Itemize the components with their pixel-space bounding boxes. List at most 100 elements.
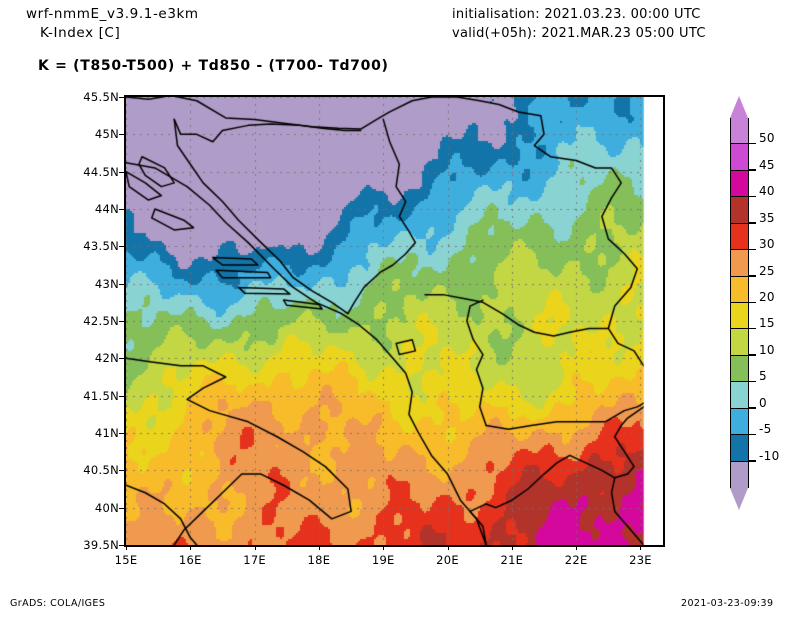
header-left-block: wrf-nmmE_v3.9.1-e3km K-Index [C] [26,5,199,43]
latitude-tick-label: 42N [94,351,119,366]
colorbar-separator [730,328,749,330]
latitude-tick-mark [119,283,124,285]
longitude-tick-label: 23E [629,553,652,567]
latitude-tick-label: 43.5N [83,239,119,254]
k-index-formula: K = (T850-T500) + Td850 - (T700- Td700) [38,58,389,74]
colorbar-below-min-arrow [730,488,748,510]
longitude-tick-mark [190,545,192,550]
latitude-tick-label: 43N [94,276,119,291]
longitude-tick-mark [318,545,320,550]
colorbar-tick-mark [749,460,756,462]
colorbar-band [730,355,749,383]
latitude-tick-label: 45N [94,127,119,142]
latitude-tick-label: 41N [94,426,119,440]
colorbar-separator [730,354,749,356]
colorbar-tick-label: 30 [759,237,775,252]
colorbar-tick-mark [749,301,756,303]
longitude-tick-label: 15E [114,553,138,567]
longitude-tick-mark [254,545,256,550]
footer-timestamp: 2021-03-23-09:39 [681,598,774,609]
longitude-tick-mark [511,545,513,550]
colorbar-separator [730,381,749,383]
longitude-tick-label: 22E [564,553,588,567]
latitude-tick-mark [119,134,124,136]
latitude-tick-mark [119,470,124,472]
field-name: K-Index [C] [40,25,121,41]
colorbar-tick-label: 25 [759,263,775,278]
colorbar-tick-label: 5 [759,369,767,384]
colorbar-separator [730,434,749,436]
colorbar-band [730,303,749,330]
colorbar-tick-label: 20 [759,290,775,304]
latitude-tick-label: 45.5N [83,90,119,104]
latitude-tick-mark [119,545,124,546]
latitude-axis: 39.5N 40N 40.5N 41N 41.5N 42N 42.5N 43N 43.5N 44N… [62,90,124,552]
valid-time: valid(+05h): 2021.MAR.23 05:00 UTC [452,26,706,41]
colorbar-tick-label: -5 [759,422,772,437]
colorbar-band [730,276,749,303]
header-right-block: initialisation: 2021.03.23. 00:00 UTC va… [452,5,706,43]
colorbar-band [730,170,749,198]
longitude-tick-mark [576,545,578,550]
colorbar-band [730,461,749,488]
latitude-tick-label: 41.5N [83,388,119,403]
colorbar-above-max-arrow [730,96,748,118]
latitude-tick-mark [119,171,124,173]
colorbar-tick-mark [749,380,756,383]
colorbar-band [730,435,749,462]
latitude-tick-label: 40N [94,500,119,515]
longitude-tick-mark [383,545,385,550]
colorbar-legend: -10 -5 0 5 10 15 20 25 30 35 40 45 50 [730,96,779,510]
longitude-tick-mark [640,545,642,550]
colorbar-band [730,144,749,171]
colorbar-band [730,408,749,436]
latitude-tick-mark [119,321,124,322]
colorbar-separator [730,169,749,171]
colorbar-separator [730,460,749,462]
colorbar-separator [730,275,749,277]
initialisation-time: initialisation: 2021.03.23. 00:00 UTC [452,7,701,22]
longitude-tick-label: 20E [436,553,459,567]
longitude-tick-label: 18E [307,553,331,567]
colorbar-separator [730,143,749,145]
colorbar-tick-label: 45 [759,157,775,172]
colorbar-tick-mark [749,248,756,251]
latitude-tick-label: 44N [94,202,119,216]
colorbar-band [730,223,749,251]
colorbar-tick-mark [749,195,756,198]
footer-producer: GrADS: COLA/IGES [10,598,106,609]
colorbar-separator [730,302,749,303]
latitude-tick-label: 44.5N [83,164,119,179]
colorbar-tick-mark [749,407,756,409]
latitude-tick-mark [119,358,124,360]
latitude-tick-label: 40.5N [83,463,119,478]
longitude-tick-mark [126,545,127,550]
colorbar-tick-label: 35 [759,210,775,225]
k-index-heatmap-canvas [126,97,663,545]
latitude-tick-mark [119,209,124,210]
colorbar-tick-label: -10 [759,448,780,463]
colorbar-tick-label: 40 [759,184,775,199]
colorbar-tick-mark [749,433,756,436]
longitude-tick-label: 16E [178,553,202,567]
colorbar-tick-mark [749,169,756,171]
colorbar-band [730,197,749,224]
latitude-tick-mark [119,433,124,434]
longitude-tick-label: 17E [243,553,267,567]
latitude-tick-mark [119,246,124,248]
colorbar-tick-label: 10 [759,342,775,357]
colorbar-tick-mark [749,327,756,330]
colorbar-separator [730,196,749,198]
longitude-tick-label: 19E [371,553,395,567]
colorbar-separator [730,249,749,251]
colorbar-separator [730,407,749,409]
colorbar-tick-label: 15 [759,316,775,331]
latitude-tick-label: 42.5N [83,314,119,328]
longitude-axis: 15E 16E 17E 18E 19E 20E 21E 22E 23E [115,545,665,571]
colorbar-band [730,118,749,145]
longitude-tick-mark [447,545,449,550]
latitude-tick-label: 39.5N [83,538,119,552]
colorbar-tick-mark [749,142,756,145]
latitude-tick-mark [119,97,124,98]
latitude-tick-mark [119,395,124,397]
